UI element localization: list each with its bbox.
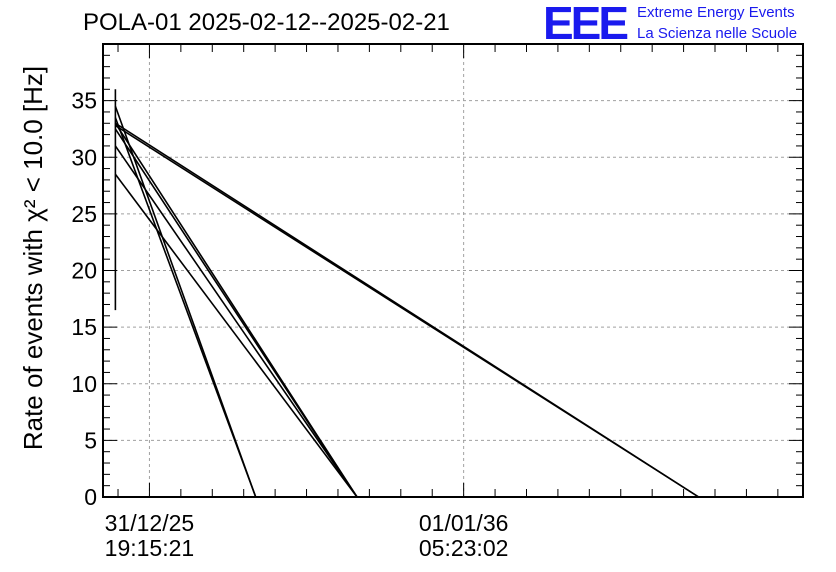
eee-logo: EEE xyxy=(543,0,629,49)
x-tick-date: 31/12/25 xyxy=(104,510,195,536)
chart-title: POLA-01 2025-02-12--2025-02-21 xyxy=(83,9,450,36)
data-segment xyxy=(114,145,358,498)
y-tick-label: 5 xyxy=(84,427,97,453)
x-tick-label: 31/12/25 19:15:21 xyxy=(69,511,229,561)
y-tick-label: 20 xyxy=(71,258,97,284)
data-segment xyxy=(114,128,358,498)
y-tick-label: 35 xyxy=(71,88,97,114)
y-tick-label: 10 xyxy=(71,371,97,397)
y-tick-label: 30 xyxy=(71,144,97,170)
data-segment xyxy=(114,173,358,498)
data-segment xyxy=(114,124,700,498)
y-tick-label: 15 xyxy=(71,314,97,340)
x-tick-time: 19:15:21 xyxy=(104,535,195,561)
y-tick-label: 0 xyxy=(84,484,97,510)
logo-caption-line1: Extreme Energy Events xyxy=(637,4,795,21)
x-tick-date: 01/01/36 xyxy=(418,510,509,536)
y-axis-label: Rate of events with χ² < 10.0 [Hz] xyxy=(18,65,48,451)
logo-caption-line2: La Scienza nelle Scuole xyxy=(637,25,798,42)
plot-frame xyxy=(102,43,804,498)
y-tick-label: 25 xyxy=(71,201,97,227)
x-tick-label: 01/01/36 05:23:02 xyxy=(384,511,544,561)
x-tick-time: 05:23:02 xyxy=(418,535,509,561)
